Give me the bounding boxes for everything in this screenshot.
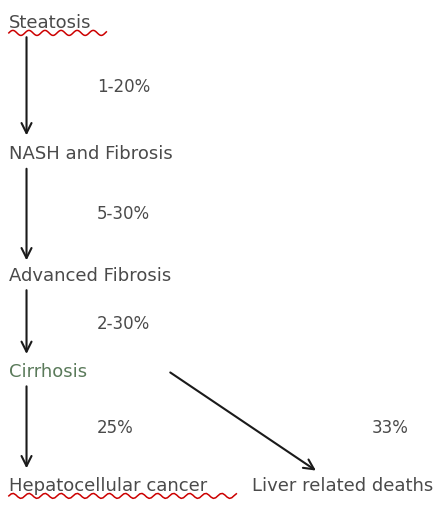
Text: 1-20%: 1-20%: [97, 78, 150, 96]
Text: Hepatocellular cancer: Hepatocellular cancer: [9, 476, 207, 494]
Text: Advanced Fibrosis: Advanced Fibrosis: [9, 266, 171, 284]
Text: 5-30%: 5-30%: [97, 204, 150, 222]
Text: 33%: 33%: [371, 418, 408, 436]
Text: Steatosis: Steatosis: [9, 14, 91, 32]
Text: NASH and Fibrosis: NASH and Fibrosis: [9, 145, 172, 163]
Text: Liver related deaths: Liver related deaths: [252, 476, 433, 494]
Text: 2-30%: 2-30%: [97, 314, 150, 332]
Text: 25%: 25%: [97, 418, 134, 436]
Text: Cirrhosis: Cirrhosis: [9, 362, 87, 380]
